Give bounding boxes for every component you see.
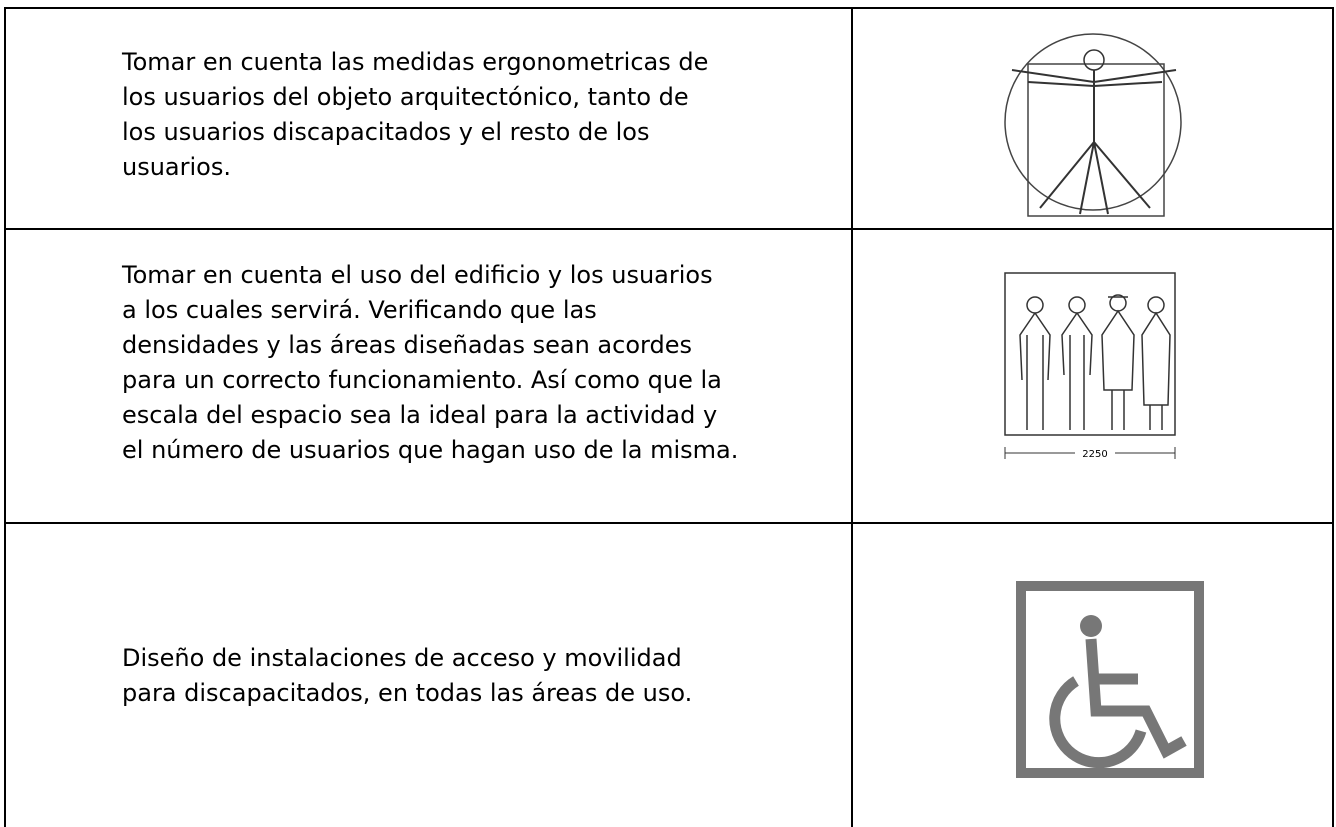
text-line: usuarios. xyxy=(122,153,231,181)
column-divider xyxy=(851,8,853,827)
text-line: para un correcto funcionamiento. Así com… xyxy=(122,366,722,394)
text-line: Tomar en cuenta el uso del edificio y lo… xyxy=(122,261,713,289)
text-line: densidades y las áreas diseñadas sean ac… xyxy=(122,331,692,359)
row-divider xyxy=(4,522,1334,524)
text-line: los usuarios discapacitados y el resto d… xyxy=(122,118,650,146)
people-figure: 2250 xyxy=(1004,272,1176,460)
row-divider xyxy=(4,228,1334,230)
text-line: Diseño de instalaciones de acceso y movi… xyxy=(122,644,682,672)
text-line: el número de usuarios que hagan uso de l… xyxy=(122,436,739,464)
text-line: a los cuales servirá. Verificando que la… xyxy=(122,296,597,324)
vitruvian-figure xyxy=(1004,33,1182,217)
text-line: escala del espacio sea la ideal para la … xyxy=(122,401,718,429)
wheelchair-symbol xyxy=(1016,581,1204,778)
text-line: los usuarios del objeto arquitectónico, … xyxy=(122,83,689,111)
table-border xyxy=(4,8,6,827)
row-text: Diseño de instalaciones de acceso y movi… xyxy=(122,641,692,711)
row-text: Tomar en cuenta el uso del edificio y lo… xyxy=(122,258,738,468)
text-line: Tomar en cuenta las medidas ergonometric… xyxy=(122,48,709,76)
row-text: Tomar en cuenta las medidas ergonometric… xyxy=(122,45,708,185)
table-border xyxy=(4,7,1334,9)
table-border xyxy=(1332,8,1334,827)
figure-label: 2250 xyxy=(1082,449,1107,460)
text-line: para discapacitados, en todas las áreas … xyxy=(122,679,693,707)
